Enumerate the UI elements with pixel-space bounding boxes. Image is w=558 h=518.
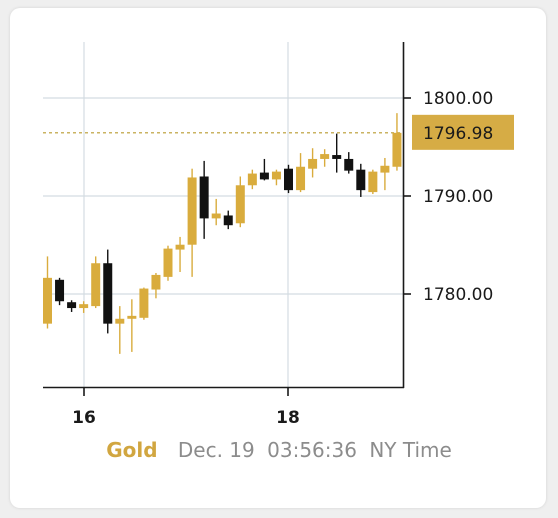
candle [151,272,161,299]
current-price-tag-background [412,114,514,150]
y-tick-label-1790: 1790.00 [423,187,493,207]
candle-body [91,263,101,307]
candle-body [127,315,137,319]
candle [187,168,197,277]
candle [103,249,113,334]
candle [211,198,221,226]
candle [284,164,293,194]
candle [308,148,318,178]
candle-body [380,165,390,173]
y-tick-label-1780: 1780.00 [423,285,493,305]
metal-name: Gold [106,438,158,462]
axes [43,42,411,396]
candle-body [320,154,330,159]
candle [223,210,233,230]
candle [163,245,173,281]
candle-body [259,172,269,180]
candle [344,152,354,174]
candle-body [392,132,402,167]
y-tick-labels: 1800.00 1790.00 1780.00 [423,89,493,305]
candle-body [296,166,306,191]
candle [332,133,342,173]
candle [43,256,52,329]
candle [296,153,306,193]
candle-body [67,302,77,309]
candle-body [115,318,125,324]
current-price-tag: 1796.98 [412,114,514,150]
candle [127,299,137,352]
candle [368,169,378,195]
candle-body [139,288,149,318]
chart-footer: Gold Dec. 19 03:56:36 NY Time [0,438,558,462]
candle-body [332,155,342,159]
candle [115,306,125,354]
candle [199,160,209,239]
time-zone: NY Time [369,438,452,462]
current-price-label: 1796.98 [423,124,493,144]
candle-body [344,158,354,171]
gold-price-card [10,8,546,508]
candle [79,301,89,313]
candle-body [175,244,185,250]
candle-body [308,158,318,169]
quote-time: 03:56:36 [267,438,357,462]
candle [356,163,366,197]
candle [235,176,245,228]
candle [67,300,77,312]
candle-body [284,168,293,191]
candle-body [187,177,197,245]
candle-body [55,279,65,302]
candle [175,236,185,272]
grid-lines [43,42,403,387]
x-tick-labels: 16 18 [72,408,300,428]
candle-body [271,171,281,180]
candle [259,158,269,181]
x-tick-label-18: 18 [276,408,300,428]
candle-body [199,176,209,219]
x-tick-label-16: 16 [72,408,96,428]
candle-body [247,173,257,186]
y-tick-label-1800: 1800.00 [423,89,493,109]
candle [91,256,101,309]
candles [43,113,402,354]
candle-body [223,215,233,226]
candle [139,287,149,320]
candle-body [235,185,245,224]
candle-body [163,248,173,277]
candle-body [151,274,161,290]
candle-body [43,277,52,324]
candle [55,277,65,306]
candle [320,149,330,167]
candle [247,169,257,190]
candle-body [356,169,366,191]
candle [271,169,281,186]
candle-body [211,213,221,219]
candle [392,113,402,171]
candle-body [368,171,378,193]
quote-date: Dec. 19 [177,438,255,462]
candle-body [103,263,113,324]
candle-body [79,304,89,309]
candle [380,157,390,191]
